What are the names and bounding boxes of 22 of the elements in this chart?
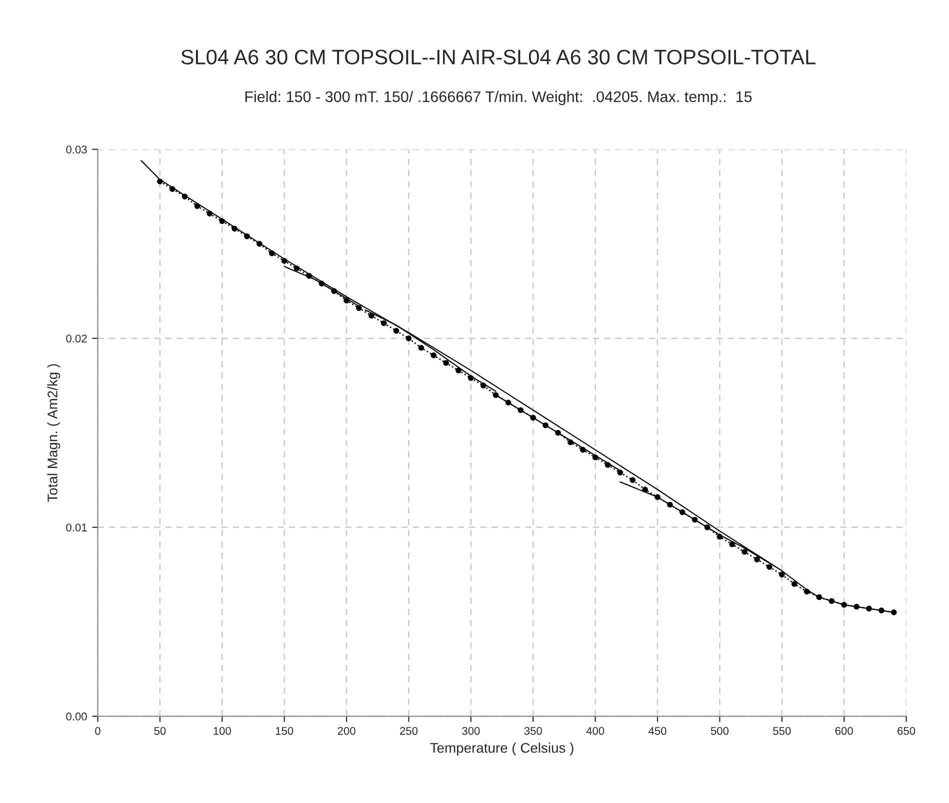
y-tick-label: 0.02	[66, 334, 87, 342]
x-tick-label: 350	[524, 726, 542, 735]
x-tick-label: 150	[276, 726, 294, 735]
x-tick-label: 200	[338, 726, 356, 735]
y-tick-label: 0.03	[66, 146, 87, 154]
y-tick-label: 0.01	[66, 524, 87, 532]
x-tick-label: 650	[898, 726, 916, 735]
x-tick-label: 500	[710, 726, 729, 735]
chart-title: SL04 A6 30 CM TOPSOIL--IN AIR-SL04 A6 30 CM TOPSOIL-TOTAL	[181, 50, 816, 64]
x-tick-label: 450	[648, 726, 666, 735]
y-tick-label: 0.00	[66, 712, 87, 720]
x-tick-label: 250	[400, 726, 418, 735]
chart-subtitle: Field: 150 - 300 mT. 150/ .1666667 T/min. Weight: .04205. Max. temp.: 15	[245, 90, 752, 106]
x-tick-label: 300	[462, 726, 480, 735]
x-tick-label: 50	[154, 726, 166, 735]
x-tick-label: 400	[586, 726, 604, 735]
x-tick-label: 100	[214, 726, 231, 735]
x-tick-label: 0	[95, 726, 100, 735]
x-tick-label: 550	[773, 726, 791, 735]
x-axis-title: Temperature ( Celsius )	[430, 742, 574, 756]
y-axis-title: Total Magn. ( Am2/kg )	[47, 364, 60, 502]
x-tick-label: 600	[835, 726, 853, 735]
